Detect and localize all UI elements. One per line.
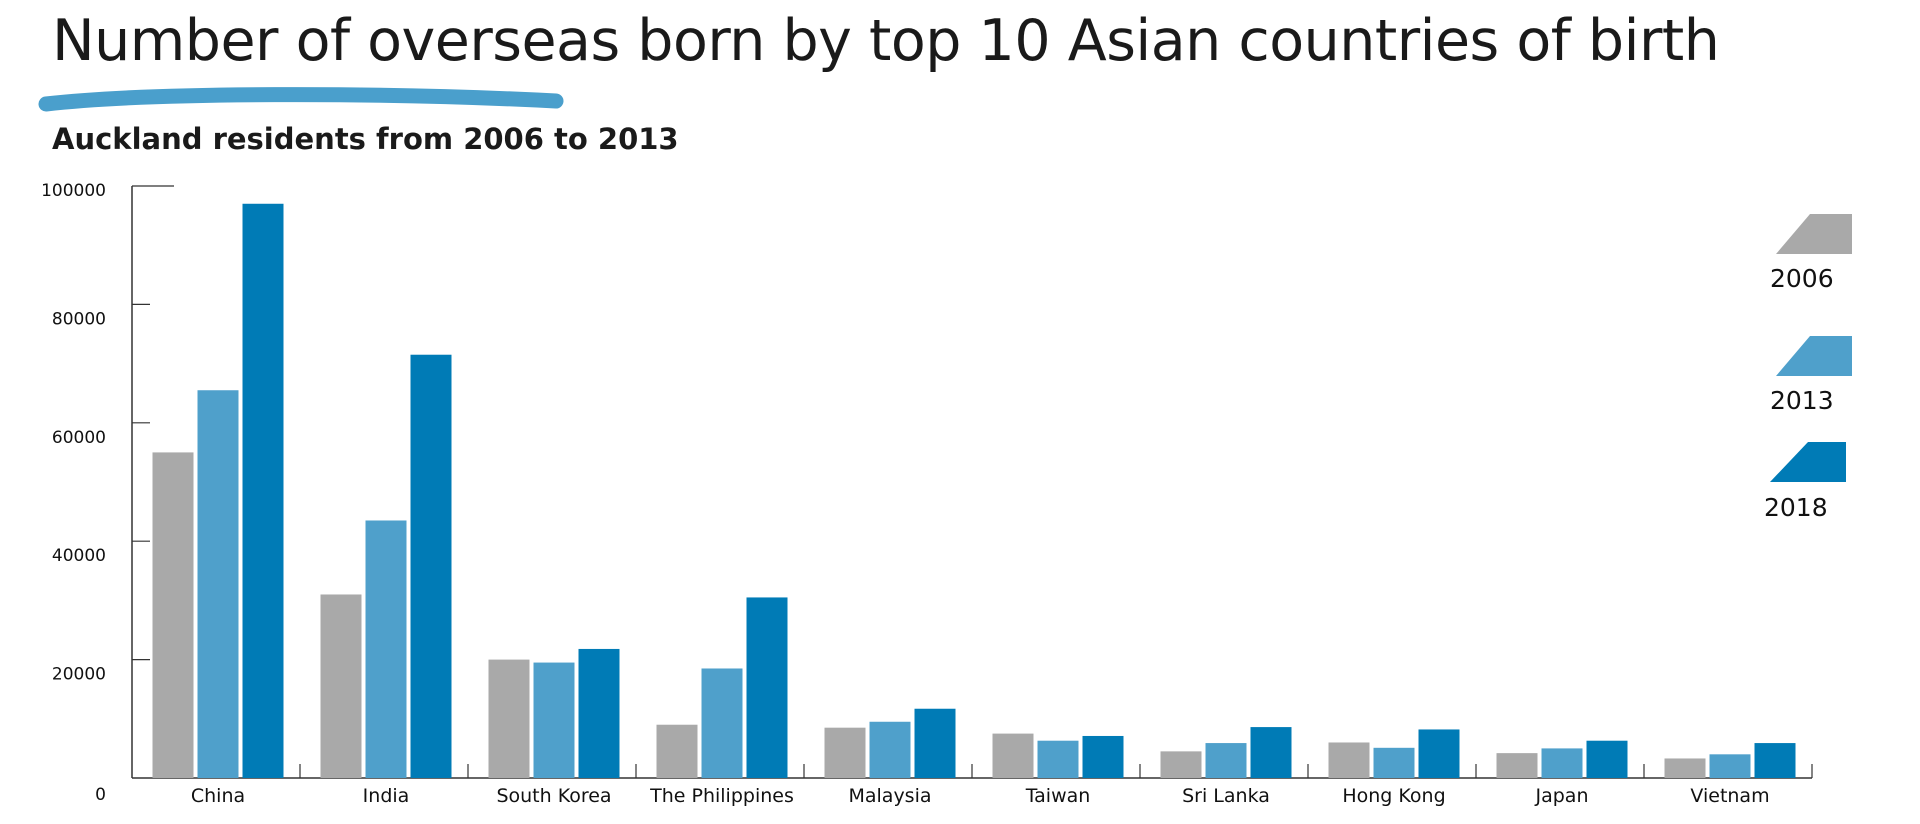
legend-label-2006: 2006 bbox=[1770, 264, 1834, 293]
bar-2013-vietnam bbox=[1709, 754, 1751, 778]
bar-2006-taiwan bbox=[992, 733, 1034, 778]
bar-2006-japan bbox=[1496, 753, 1538, 778]
bar-2006-hong-kong bbox=[1328, 742, 1370, 778]
bar-2006-sri-lanka bbox=[1160, 751, 1202, 778]
x-tick-label: South Korea bbox=[496, 785, 611, 807]
x-tick-label: Japan bbox=[1535, 785, 1589, 807]
x-tick-label: Hong Kong bbox=[1342, 785, 1445, 807]
y-tick-label: 0 bbox=[95, 785, 106, 805]
bar-2013-china bbox=[197, 390, 239, 778]
x-tick-label: Malaysia bbox=[848, 785, 931, 807]
bar-2018-hong-kong bbox=[1418, 729, 1460, 778]
bar-2006-malaysia bbox=[824, 727, 866, 778]
bar-2013-india bbox=[365, 520, 407, 778]
chart-subtitle: Auckland residents from 2006 to 2013 bbox=[52, 122, 679, 156]
y-tick-label: 80000 bbox=[52, 309, 106, 329]
bar-2018-taiwan bbox=[1082, 735, 1124, 778]
y-tick-label: 60000 bbox=[52, 428, 106, 448]
legend-label-2013: 2013 bbox=[1770, 386, 1834, 415]
legend: 2006 2013 2018 bbox=[1764, 214, 1852, 522]
bar-2013-south-korea bbox=[533, 662, 575, 778]
x-tick-label: The Philippines bbox=[649, 785, 794, 807]
bar-2013-the-philippines bbox=[701, 668, 743, 778]
x-tick-label: Vietnam bbox=[1690, 785, 1769, 807]
bar-2013-sri-lanka bbox=[1205, 743, 1247, 778]
bar-2013-malaysia bbox=[869, 721, 911, 778]
bar-2018-the-philippines bbox=[746, 597, 788, 778]
bars-group bbox=[152, 203, 1796, 778]
bar-2018-malaysia bbox=[914, 708, 956, 778]
chart-title: Number of overseas born by top 10 Asian … bbox=[52, 8, 1720, 74]
bar-2013-taiwan bbox=[1037, 740, 1079, 778]
bar-2006-the-philippines bbox=[656, 724, 698, 778]
y-tick-label: 100000 bbox=[41, 181, 106, 201]
title-underline bbox=[38, 87, 564, 112]
x-tick-label: Sri Lanka bbox=[1182, 785, 1270, 807]
bar-2013-hong-kong bbox=[1373, 747, 1415, 778]
y-tick-label: 20000 bbox=[52, 665, 106, 685]
bar-2018-japan bbox=[1586, 740, 1628, 778]
legend-label-2018: 2018 bbox=[1764, 493, 1828, 522]
bar-2018-sri-lanka bbox=[1250, 727, 1292, 778]
axis-labels: 0 20000 40000 60000 80000 100000 China India Sou… bbox=[41, 181, 1770, 807]
bar-2018-india bbox=[410, 354, 452, 778]
x-tick-label: India bbox=[363, 785, 410, 807]
x-tick-label: China bbox=[191, 785, 245, 807]
legend-swatch-2018 bbox=[1770, 442, 1846, 482]
y-tick-label: 40000 bbox=[52, 546, 106, 566]
bar-2018-vietnam bbox=[1754, 743, 1796, 778]
bar-2018-china bbox=[242, 203, 284, 778]
bar-2006-china bbox=[152, 452, 194, 778]
bar-2013-japan bbox=[1541, 748, 1583, 778]
legend-swatch-2006 bbox=[1776, 214, 1852, 254]
bar-2006-south-korea bbox=[488, 659, 530, 778]
legend-swatch-2013 bbox=[1776, 336, 1852, 376]
bar-2018-south-korea bbox=[578, 648, 620, 778]
bar-2006-vietnam bbox=[1664, 758, 1706, 778]
bar-2006-india bbox=[320, 594, 362, 778]
x-tick-label: Taiwan bbox=[1025, 785, 1091, 807]
